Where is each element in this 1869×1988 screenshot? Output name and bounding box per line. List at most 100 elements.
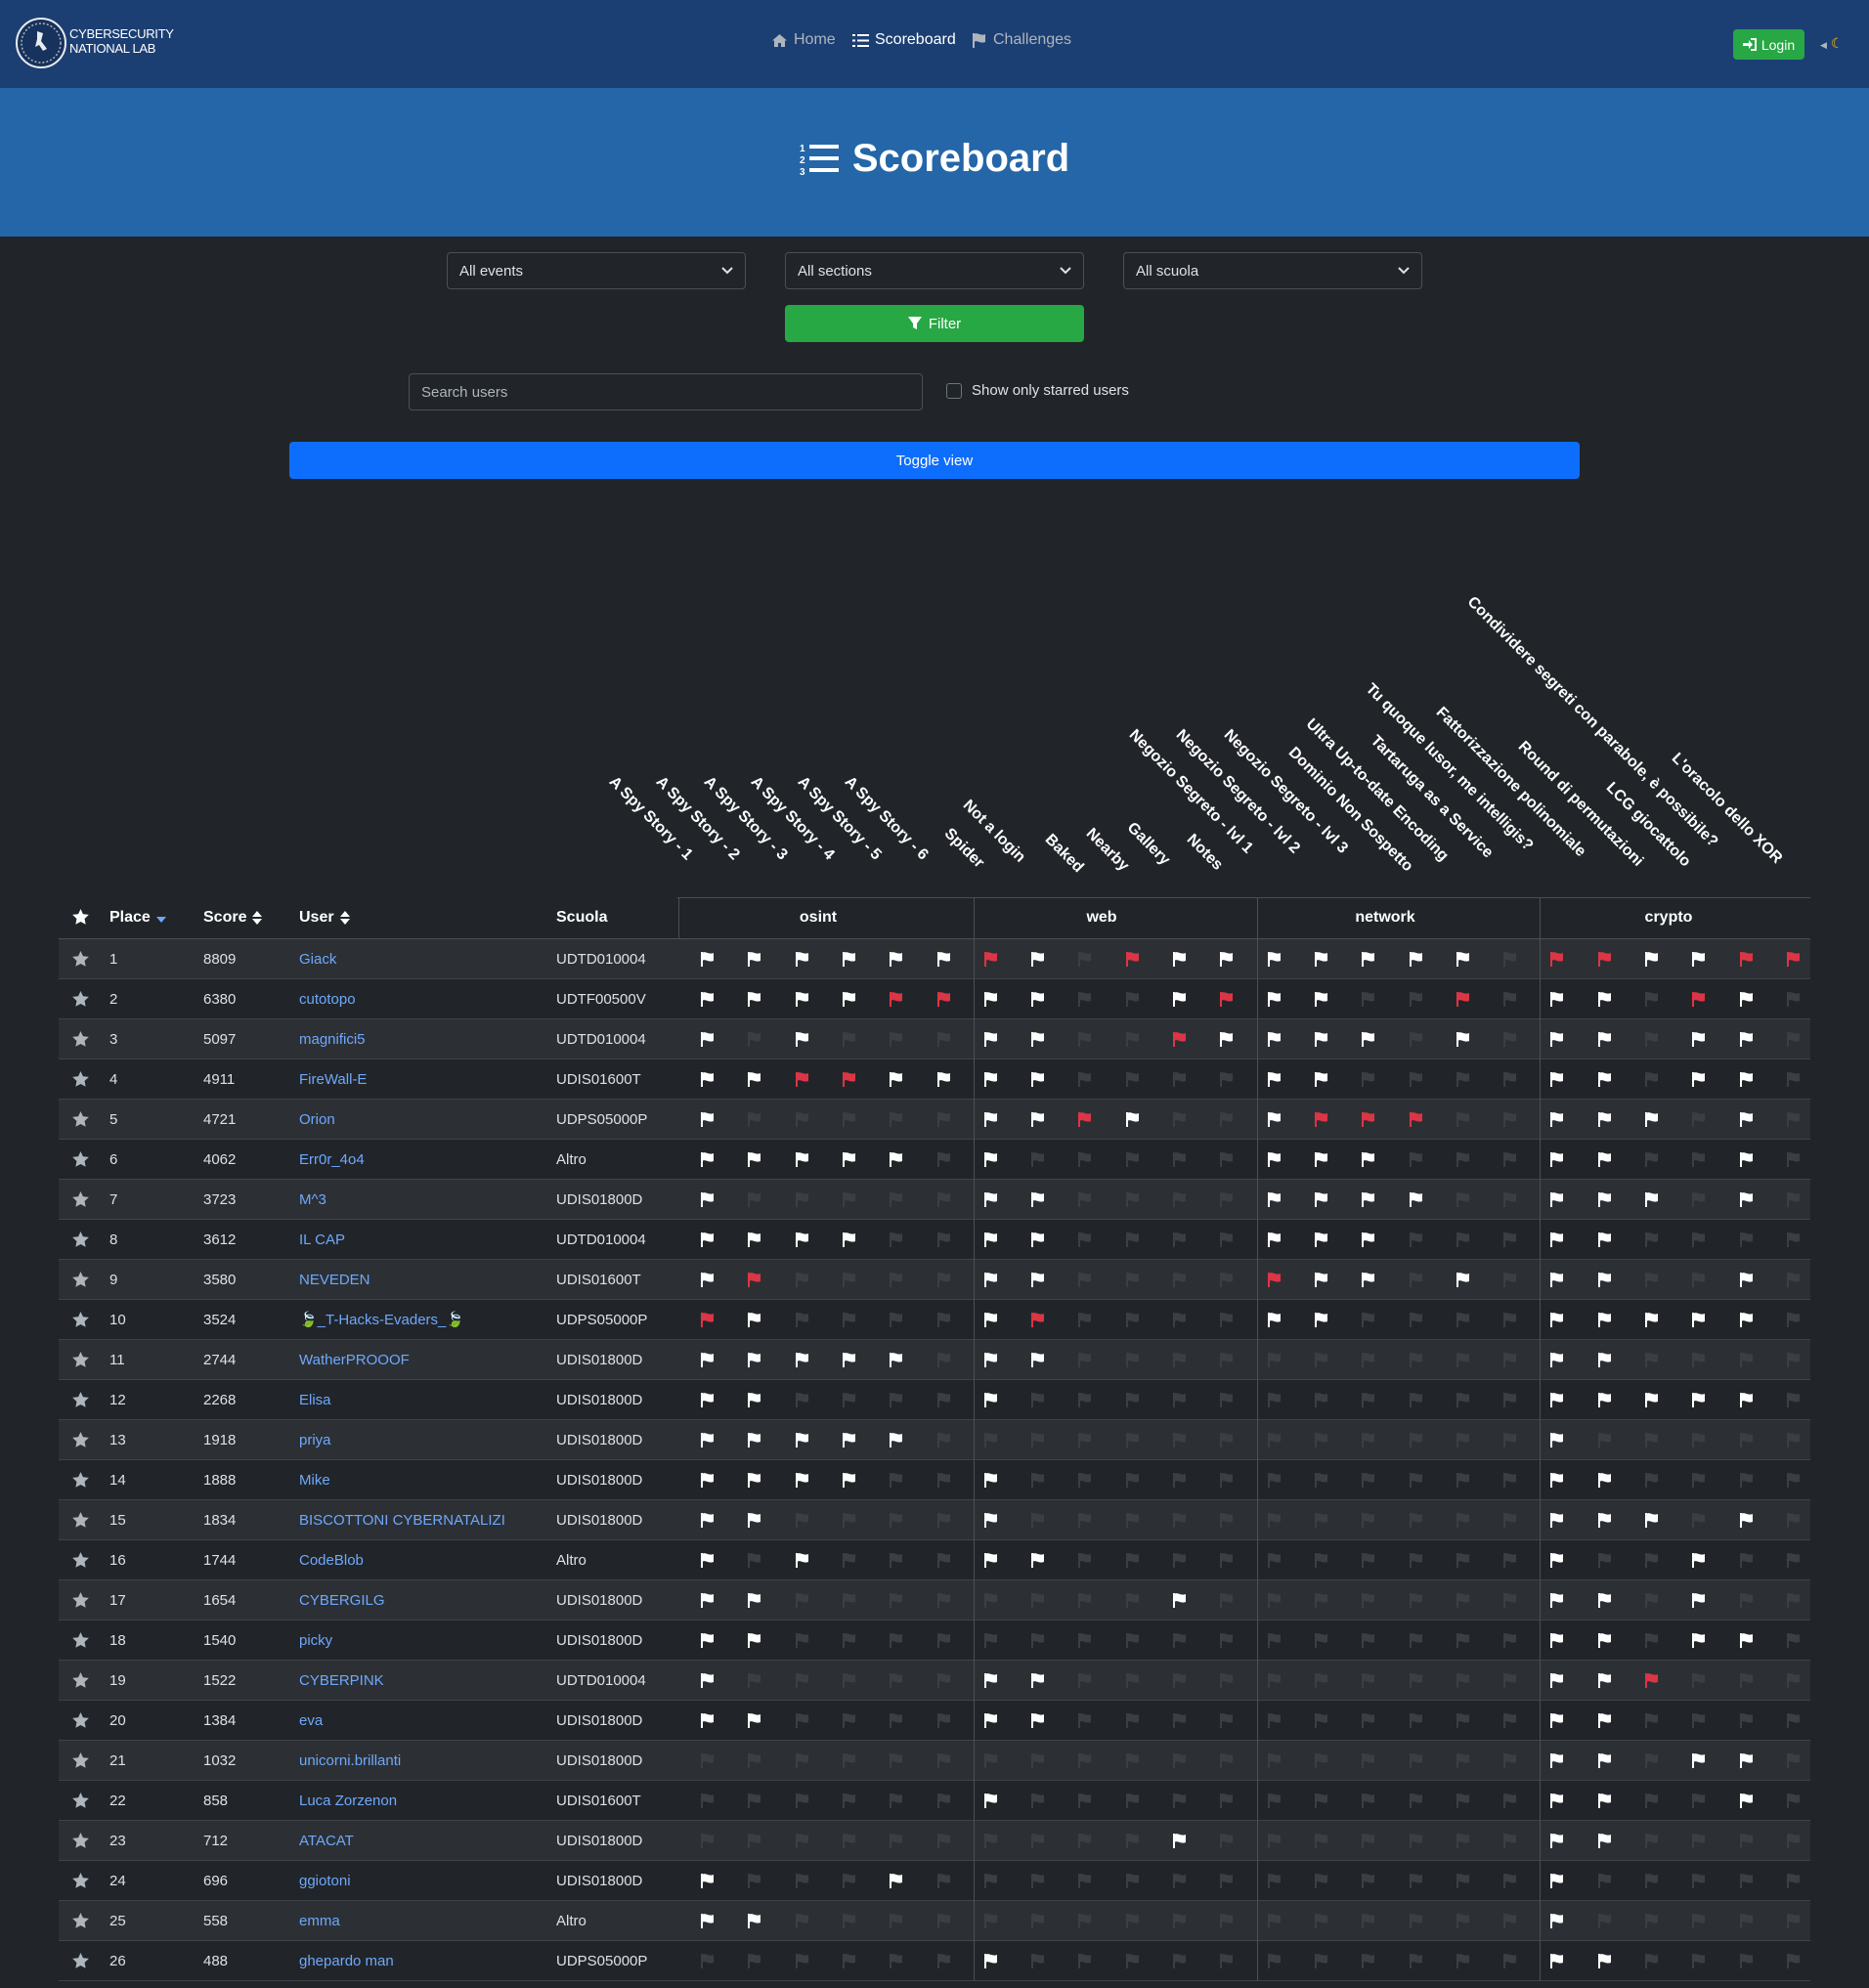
user-link[interactable]: picky — [299, 1632, 333, 1649]
unsolved-flag-icon — [1456, 1712, 1471, 1728]
nav-scoreboard[interactable]: Scoreboard — [852, 31, 956, 49]
unsolved-flag-icon — [1125, 1191, 1141, 1207]
unsolved-flag-icon — [889, 1312, 904, 1327]
user-link[interactable]: unicorni.brillanti — [299, 1752, 402, 1769]
unsolved-flag-icon — [889, 1472, 904, 1488]
star-user-icon[interactable] — [72, 1272, 89, 1291]
user-link[interactable]: ATACAT — [299, 1833, 354, 1849]
solved-flag-icon — [1549, 1472, 1565, 1488]
solved-flag-icon — [1597, 1632, 1613, 1648]
toggle-view-button[interactable]: Toggle view — [289, 442, 1580, 479]
nav-home[interactable]: Home — [771, 31, 836, 49]
user-link[interactable]: ghepardo man — [299, 1953, 394, 1969]
first-blood-flag-icon — [1314, 1111, 1329, 1127]
first-blood-flag-icon — [889, 991, 904, 1007]
user-link[interactable]: Orion — [299, 1111, 335, 1128]
star-user-icon[interactable] — [72, 1913, 89, 1932]
unsolved-flag-icon — [1786, 1272, 1802, 1287]
star-user-icon[interactable] — [72, 1552, 89, 1572]
user-link[interactable]: Err0r_4o4 — [299, 1151, 365, 1168]
starred-checkbox[interactable] — [946, 382, 962, 399]
unsolved-flag-icon — [1172, 1272, 1188, 1287]
user-link[interactable]: Luca Zorzenon — [299, 1793, 398, 1809]
starred-filter[interactable]: Show only starred users — [946, 382, 1129, 399]
solved-flag-icon — [1691, 1752, 1707, 1768]
star-column-header[interactable] — [72, 909, 89, 925]
score-column-header[interactable]: Score — [203, 909, 263, 927]
place-cell: 5 — [109, 1111, 118, 1128]
user-link[interactable]: priya — [299, 1432, 331, 1448]
star-user-icon[interactable] — [72, 1151, 89, 1171]
star-user-icon[interactable] — [72, 1712, 89, 1732]
search-users-input[interactable]: Search users — [409, 373, 923, 411]
user-link[interactable]: CYBERPINK — [299, 1672, 384, 1689]
user-link[interactable]: BISCOTTONI CYBERNATALIZI — [299, 1512, 505, 1529]
star-user-icon[interactable] — [72, 1873, 89, 1892]
brand-text[interactable]: CYBERSECURITY NATIONAL LAB — [69, 26, 174, 56]
star-user-icon[interactable] — [72, 991, 89, 1011]
solved-flag-icon — [1739, 1752, 1755, 1768]
solved-flag-icon — [1549, 1031, 1565, 1047]
scuola-cell: UDTD010004 — [556, 1232, 646, 1248]
unsolved-flag-icon — [1502, 1873, 1518, 1888]
star-user-icon[interactable] — [72, 1031, 89, 1051]
user-link[interactable]: Giack — [299, 951, 337, 968]
user-column-header[interactable]: User — [299, 909, 350, 927]
star-user-icon[interactable] — [72, 1191, 89, 1211]
star-user-icon[interactable] — [72, 1512, 89, 1532]
user-link[interactable]: M^3 — [299, 1191, 326, 1208]
cybersecurity-lab-logo[interactable] — [16, 18, 66, 68]
star-user-icon[interactable] — [72, 1833, 89, 1852]
table-row: 6 4062 Err0r_4o4 Altro — [59, 1140, 1810, 1180]
user-link[interactable]: ggiotoni — [299, 1873, 351, 1889]
place-column-header[interactable]: Place — [109, 909, 166, 927]
unsolved-flag-icon — [1691, 1833, 1707, 1848]
unsolved-flag-icon — [936, 1752, 952, 1768]
solved-flag-icon — [1549, 1672, 1565, 1688]
user-link[interactable]: 🍃_T-Hacks-Evaders_🍃 — [299, 1312, 465, 1328]
user-link[interactable]: CYBERGILG — [299, 1592, 385, 1609]
solved-flag-icon — [795, 1151, 810, 1167]
user-link[interactable]: emma — [299, 1913, 340, 1929]
user-link[interactable]: cutotopo — [299, 991, 356, 1008]
user-link[interactable]: Mike — [299, 1472, 330, 1489]
user-link[interactable]: eva — [299, 1712, 324, 1729]
events-select[interactable]: All events — [447, 252, 746, 289]
sections-select[interactable]: All sections — [785, 252, 1084, 289]
star-user-icon[interactable] — [72, 1432, 89, 1451]
user-link[interactable]: CodeBlob — [299, 1552, 364, 1569]
user-link[interactable]: WatherPROOOF — [299, 1352, 410, 1368]
user-link[interactable]: Elisa — [299, 1392, 331, 1408]
solved-flag-icon — [1314, 951, 1329, 967]
nav-challenges[interactable]: Challenges — [972, 31, 1071, 49]
unsolved-flag-icon — [1456, 1191, 1471, 1207]
star-user-icon[interactable] — [72, 1672, 89, 1692]
star-user-icon[interactable] — [72, 1472, 89, 1491]
unsolved-flag-icon — [1219, 1552, 1235, 1568]
user-link[interactable]: FireWall-E — [299, 1071, 368, 1088]
star-user-icon[interactable] — [72, 1352, 89, 1371]
star-user-icon[interactable] — [72, 1312, 89, 1331]
user-link[interactable]: IL CAP — [299, 1232, 345, 1248]
theme-toggle[interactable]: ◀ ☾ — [1820, 35, 1843, 52]
star-user-icon[interactable] — [72, 1793, 89, 1812]
unsolved-flag-icon — [1077, 951, 1093, 967]
user-link[interactable]: NEVEDEN — [299, 1272, 370, 1288]
star-user-icon[interactable] — [72, 1953, 89, 1972]
star-user-icon[interactable] — [72, 1752, 89, 1772]
user-link[interactable]: magnifici5 — [299, 1031, 366, 1048]
unsolved-flag-icon — [936, 1833, 952, 1848]
star-user-icon[interactable] — [72, 1111, 89, 1131]
star-user-icon[interactable] — [72, 1392, 89, 1411]
unsolved-flag-icon — [1644, 1752, 1660, 1768]
star-user-icon[interactable] — [72, 951, 89, 971]
star-user-icon[interactable] — [72, 1071, 89, 1091]
login-button[interactable]: Login — [1733, 29, 1804, 60]
star-user-icon[interactable] — [72, 1592, 89, 1612]
star-user-icon[interactable] — [72, 1632, 89, 1652]
filter-button[interactable]: Filter — [785, 305, 1084, 342]
star-user-icon[interactable] — [72, 1232, 89, 1251]
solved-flag-icon — [1597, 1031, 1613, 1047]
scuola-select[interactable]: All scuola — [1123, 252, 1422, 289]
scuola-cell: Altro — [556, 1552, 587, 1569]
